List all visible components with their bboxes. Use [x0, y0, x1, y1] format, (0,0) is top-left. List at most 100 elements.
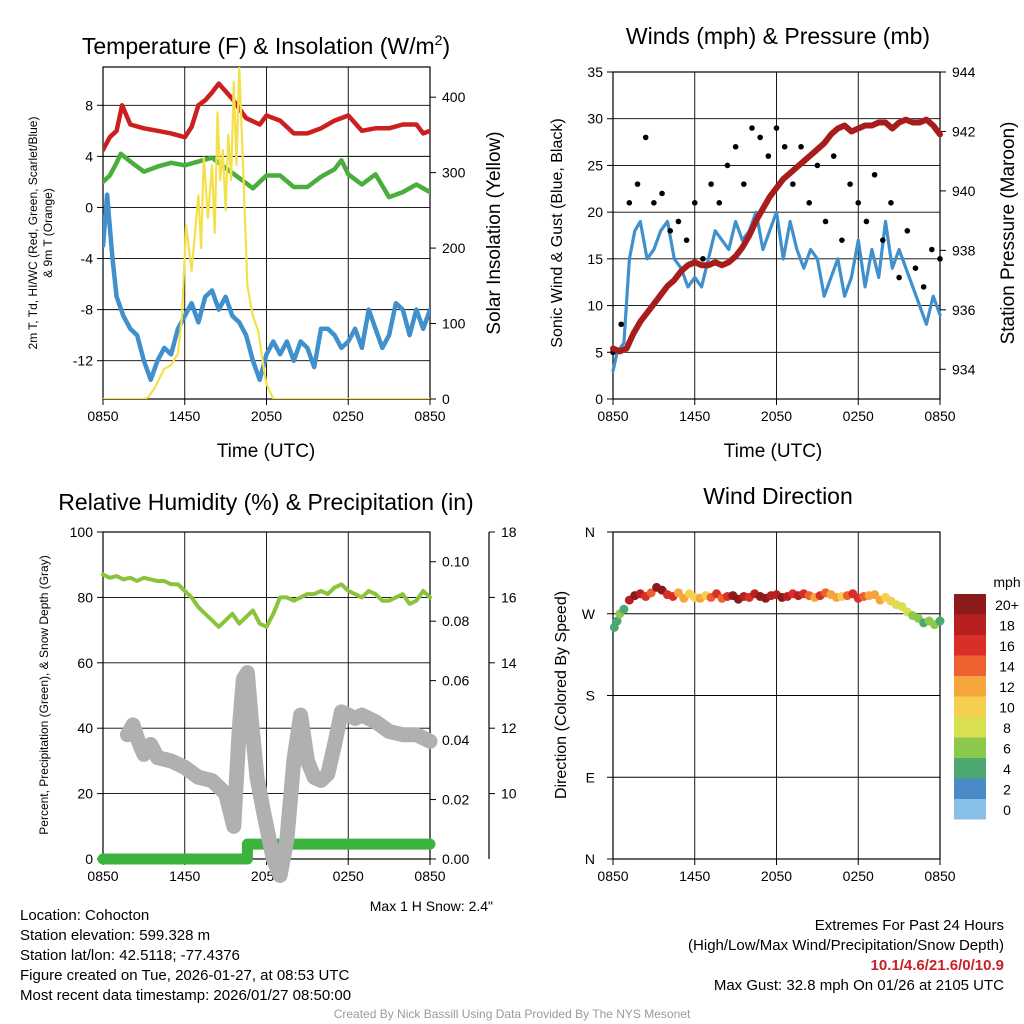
humidity-snow-right-tick-label: 12	[501, 720, 517, 736]
speed-legend-label: 4	[1003, 761, 1011, 777]
wind-direction-point	[646, 588, 656, 598]
winds-ytick-label: 25	[587, 157, 603, 173]
wind-direction-point	[612, 616, 622, 626]
winds-ylabel-left: Sonic Wind & Gust (Blue, Black)	[549, 118, 566, 347]
winds-gust-point	[806, 200, 812, 206]
winds-gust-point	[700, 256, 706, 262]
figure-created-text: Figure created on Tue, 2026-01-27, at 08…	[20, 967, 350, 984]
humidity-ylabel-left: Percent, Precipitation (Green), & Snow D…	[37, 555, 51, 834]
winds-gust-point	[847, 181, 853, 187]
humidity-ytick-label: 80	[77, 589, 93, 605]
wind-direction-ytick-label: E	[586, 769, 595, 785]
temperature-ylabel-left-1: 2m T, Td, HI/WC (Red, Green, Scarlet/Blu…	[26, 117, 40, 350]
speed-legend-swatch	[954, 655, 986, 676]
wind-direction-ylabel: Direction (Colored By Speed)	[553, 591, 570, 799]
speed-legend-label: 12	[999, 679, 1015, 695]
wind-direction-ytick-label: N	[585, 851, 595, 867]
winds-pressure-right-tick-label: 934	[952, 361, 976, 377]
humidity-ytick-label: 100	[70, 524, 94, 540]
winds-gust-point	[855, 200, 862, 206]
winds-gust-point	[683, 237, 690, 243]
temperature-insolation-right-tick-label: 400	[442, 89, 466, 105]
speed-legend-label: 16	[999, 638, 1015, 654]
winds-gust-point	[667, 228, 674, 234]
winds-series-gust	[610, 125, 943, 356]
speed-legend-swatch	[954, 614, 986, 635]
wind-direction-point	[897, 601, 907, 611]
winds-gust-point	[822, 218, 829, 225]
speed-legend-label: 20+	[995, 597, 1019, 613]
temperature-ytick-label: -4	[81, 251, 94, 267]
recent-data-text: Most recent data timestamp: 2026/01/27 0…	[20, 987, 352, 1004]
humidity-series-rh	[101, 572, 432, 629]
winds-gust-point	[626, 200, 633, 206]
winds-ytick-label: 0	[595, 391, 603, 407]
humidity-ytick-label: 60	[77, 655, 93, 671]
temperature-insolation-right-tick-label: 100	[442, 316, 466, 332]
winds-xtick-label: 1450	[679, 408, 710, 424]
humidity-snow-right-tick-label: 16	[501, 589, 517, 605]
location-text: Location: Cohocton	[20, 907, 150, 924]
extremes-legend: (High/Low/Max Wind/Precipitation/Snow De…	[688, 937, 1004, 954]
winds-gust-point	[863, 218, 870, 225]
temperature-insolation-right-tick-label: 300	[442, 165, 466, 181]
humidity-ytick-label: 40	[77, 720, 93, 736]
winds-gust-point	[814, 162, 821, 169]
humidity-ytick-label: 0	[85, 851, 93, 867]
winds-pressure-right-tick-label: 938	[952, 242, 976, 258]
temperature-xtick-label: 2050	[251, 408, 282, 424]
winds-ytick-label: 35	[587, 64, 603, 80]
latlon-text: Station lat/lon: 42.5118; -77.4376	[20, 947, 240, 964]
credit-text: Created By Nick Bassill Using Data Provi…	[333, 1007, 691, 1021]
speed-legend-swatch	[954, 717, 986, 738]
speed-legend-label: 8	[1003, 720, 1011, 736]
humidity-snow-right-tick-label: 14	[501, 655, 517, 671]
speed-legend-label: 2	[1003, 782, 1011, 798]
winds-gust-point	[904, 228, 911, 234]
winds-title: Winds (mph) & Pressure (mb)	[626, 23, 930, 49]
station-info: Location: Cohocton Station elevation: 59…	[20, 906, 351, 1006]
winds-gust-point	[929, 246, 935, 253]
winds-gust-point	[757, 134, 763, 141]
winds-gust-point	[708, 181, 714, 187]
temperature-series-2m-t	[103, 81, 430, 153]
winds-ytick-label: 20	[587, 204, 603, 220]
winds-pressure-right-tick-label: 944	[952, 64, 976, 80]
winds-ytick-label: 5	[595, 344, 603, 360]
extremes-info: Extremes For Past 24 Hours (High/Low/Max…	[688, 916, 1004, 996]
speed-legend-label: 0	[1003, 802, 1011, 818]
speed-legend-swatch	[954, 696, 986, 717]
winds-xlabel: Time (UTC)	[724, 441, 823, 462]
winds-series-sonic-wind	[611, 210, 942, 373]
wind-direction-ytick-label: N	[585, 524, 595, 540]
speed-legend-title: mph	[993, 574, 1020, 590]
winds-gust-point	[839, 237, 845, 243]
temperature-ytick-label: 8	[85, 97, 93, 113]
winds-pressure-right-tick-label: 936	[952, 302, 976, 318]
humidity-snow-right-tick-label: 10	[501, 786, 517, 802]
winds-gust-point	[716, 200, 723, 206]
wind-direction-xtick-label: 0850	[597, 868, 628, 884]
temperature-xtick-label: 1450	[169, 408, 200, 424]
speed-legend-swatch	[954, 778, 986, 799]
temperature-title-main: Temperature (F) & Insolation (W/m	[82, 33, 435, 59]
winds-gust-point	[790, 181, 796, 187]
max-gust-text: Max Gust: 32.8 mph On 01/26 at 2105 UTC	[713, 977, 1004, 994]
temperature-xtick-label: 0850	[414, 408, 445, 424]
winds-gust-point	[888, 200, 894, 206]
speed-legend-swatch	[954, 635, 986, 656]
winds-pressure-right-tick-label: 940	[952, 183, 976, 199]
temperature-insolation-right-tick-label: 200	[442, 240, 466, 256]
winds-gust-point	[765, 153, 772, 159]
winds-gust-point	[659, 190, 665, 197]
winds-gust-point	[912, 265, 919, 272]
winds-gust-point	[651, 200, 657, 206]
speed-legend-swatch	[954, 676, 986, 697]
winds-xtick-label: 0850	[597, 408, 628, 424]
temperature-ytick-label: 0	[85, 199, 93, 215]
speed-legend-label: 18	[999, 618, 1015, 634]
temperature-ylabel-right: Solar Insolation (Yellow)	[484, 131, 505, 334]
winds-gust-point	[773, 125, 780, 131]
winds-gust-point	[830, 153, 837, 159]
